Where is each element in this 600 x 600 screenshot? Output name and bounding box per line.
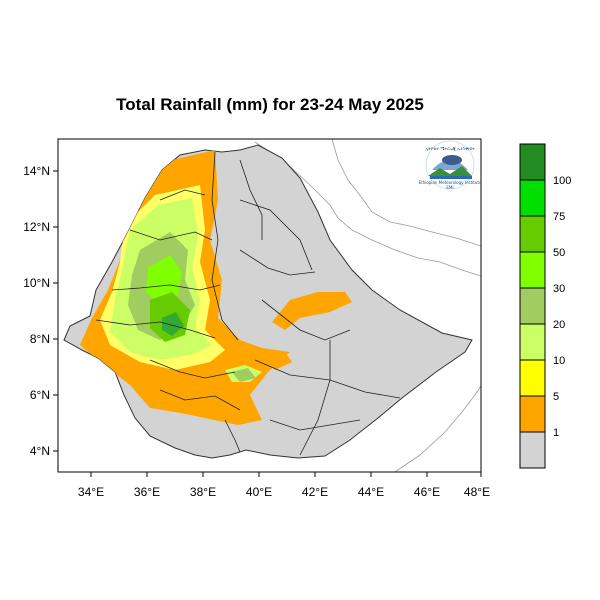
admin-boundaries bbox=[95, 151, 401, 456]
logo-top-text: ኢትዮጵያ ሜትሮሎጂ ኢንስቲትዩት bbox=[425, 146, 475, 151]
y-tick-label: 14°N bbox=[23, 164, 50, 178]
x-tick-label: 34°E bbox=[78, 485, 104, 499]
institute-logo: ኢትዮጵያ ሜትሮሎጂ ኢንስቲትዩት Ethiopian Meteorolog… bbox=[419, 140, 482, 190]
legend-swatch bbox=[519, 251, 546, 289]
map-title: Total Rainfall (mm) for 23-24 May 2025 bbox=[116, 95, 424, 114]
legend-label: 30 bbox=[553, 283, 565, 295]
legend-labels: 100 75 50 30 20 10 5 1 bbox=[553, 175, 571, 439]
coastlines bbox=[254, 139, 481, 472]
x-tick-label: 46°E bbox=[414, 485, 440, 499]
x-tick-label: 36°E bbox=[134, 485, 160, 499]
x-tick-label: 40°E bbox=[246, 485, 272, 499]
cloud-icon bbox=[442, 155, 462, 165]
legend-swatch bbox=[519, 395, 546, 433]
legend-label: 5 bbox=[553, 391, 559, 403]
y-tick-label: 8°N bbox=[30, 332, 50, 346]
legend-label: 20 bbox=[553, 319, 565, 331]
legend-swatch bbox=[519, 323, 546, 361]
legend-label: 75 bbox=[553, 211, 565, 223]
y-tick-label: 12°N bbox=[23, 220, 50, 234]
plot-frame bbox=[57, 138, 482, 473]
legend-swatch bbox=[519, 287, 546, 325]
legend-colorbar bbox=[519, 143, 546, 469]
y-tick-labels: 14°N 12°N 10°N 8°N 6°N 4°N bbox=[23, 164, 50, 458]
x-tick-labels: 34°E 36°E 38°E 40°E 42°E 44°E 46°E 48°E bbox=[78, 485, 490, 499]
mountain-icon bbox=[428, 166, 472, 176]
logo-bottom-text: Ethiopian Meteorology Institute bbox=[419, 180, 482, 185]
y-tick-label: 10°N bbox=[23, 276, 50, 290]
logo-abbr: EMI bbox=[446, 185, 453, 190]
x-tick-label: 42°E bbox=[302, 485, 328, 499]
legend-label: 1 bbox=[553, 427, 559, 439]
y-tick-label: 6°N bbox=[30, 388, 50, 402]
x-tick-label: 44°E bbox=[358, 485, 384, 499]
legend-label: 10 bbox=[553, 355, 565, 367]
x-tick-label: 48°E bbox=[464, 485, 490, 499]
legend-swatch bbox=[519, 359, 546, 397]
y-tick-label: 4°N bbox=[30, 444, 50, 458]
legend-label: 50 bbox=[553, 247, 565, 259]
legend-swatch bbox=[519, 179, 546, 217]
legend-swatch bbox=[519, 431, 546, 469]
legend-swatch bbox=[519, 143, 546, 181]
axis-ticks bbox=[53, 170, 482, 477]
x-tick-label: 38°E bbox=[190, 485, 216, 499]
legend-swatch bbox=[519, 215, 546, 253]
legend-label: 100 bbox=[553, 175, 571, 187]
